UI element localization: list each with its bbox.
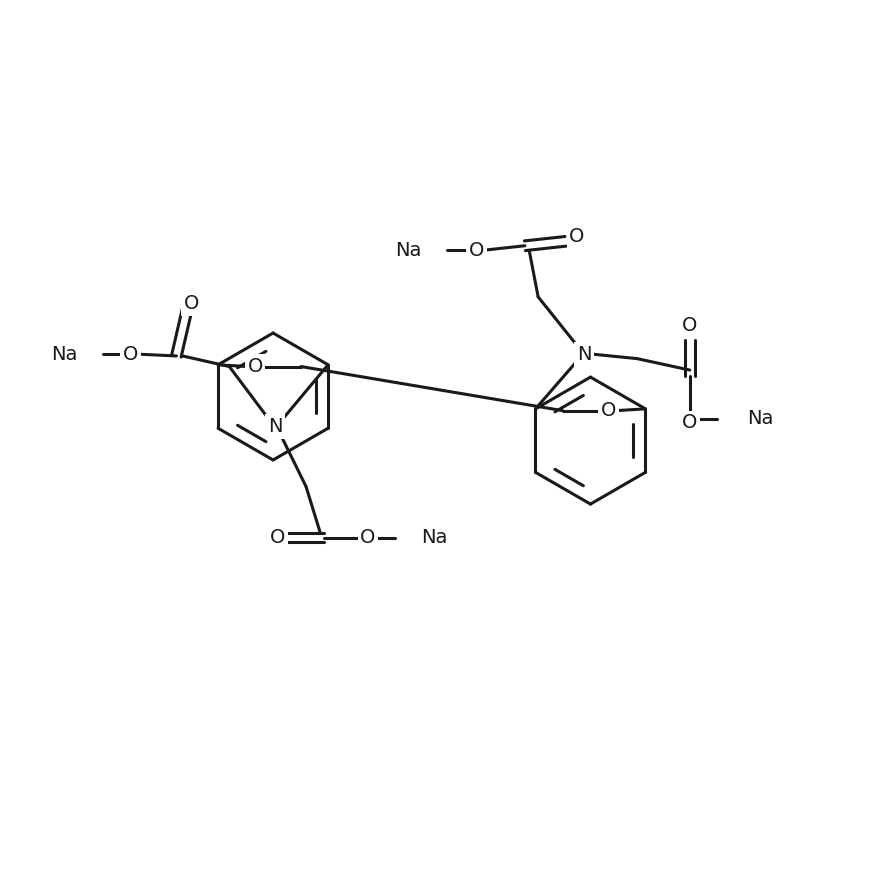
Text: O: O [123,344,138,364]
Bar [598,398,619,423]
Bar [574,342,595,367]
Bar [567,223,587,248]
Text: O: O [682,414,698,433]
Bar [265,414,286,439]
Text: O: O [247,357,263,376]
Bar [245,354,265,379]
Bar [182,292,201,316]
Bar [732,406,762,431]
Bar [120,342,141,367]
Bar [358,525,378,550]
Text: Na: Na [421,528,447,547]
Text: O: O [469,240,484,260]
Text: O: O [682,316,698,335]
Bar [407,238,437,263]
Bar [680,312,700,337]
Bar [268,525,288,550]
Bar [466,238,487,263]
Bar [406,525,435,550]
Text: N: N [577,344,591,364]
Text: O: O [360,528,376,547]
Bar [680,410,700,435]
Text: O: O [570,227,585,246]
Text: Na: Na [747,409,773,428]
Text: Na: Na [395,240,422,260]
Text: O: O [183,295,199,313]
Text: O: O [601,401,616,420]
Text: O: O [270,528,286,547]
Text: Na: Na [52,344,77,364]
Bar [62,342,93,367]
Text: N: N [268,417,282,436]
